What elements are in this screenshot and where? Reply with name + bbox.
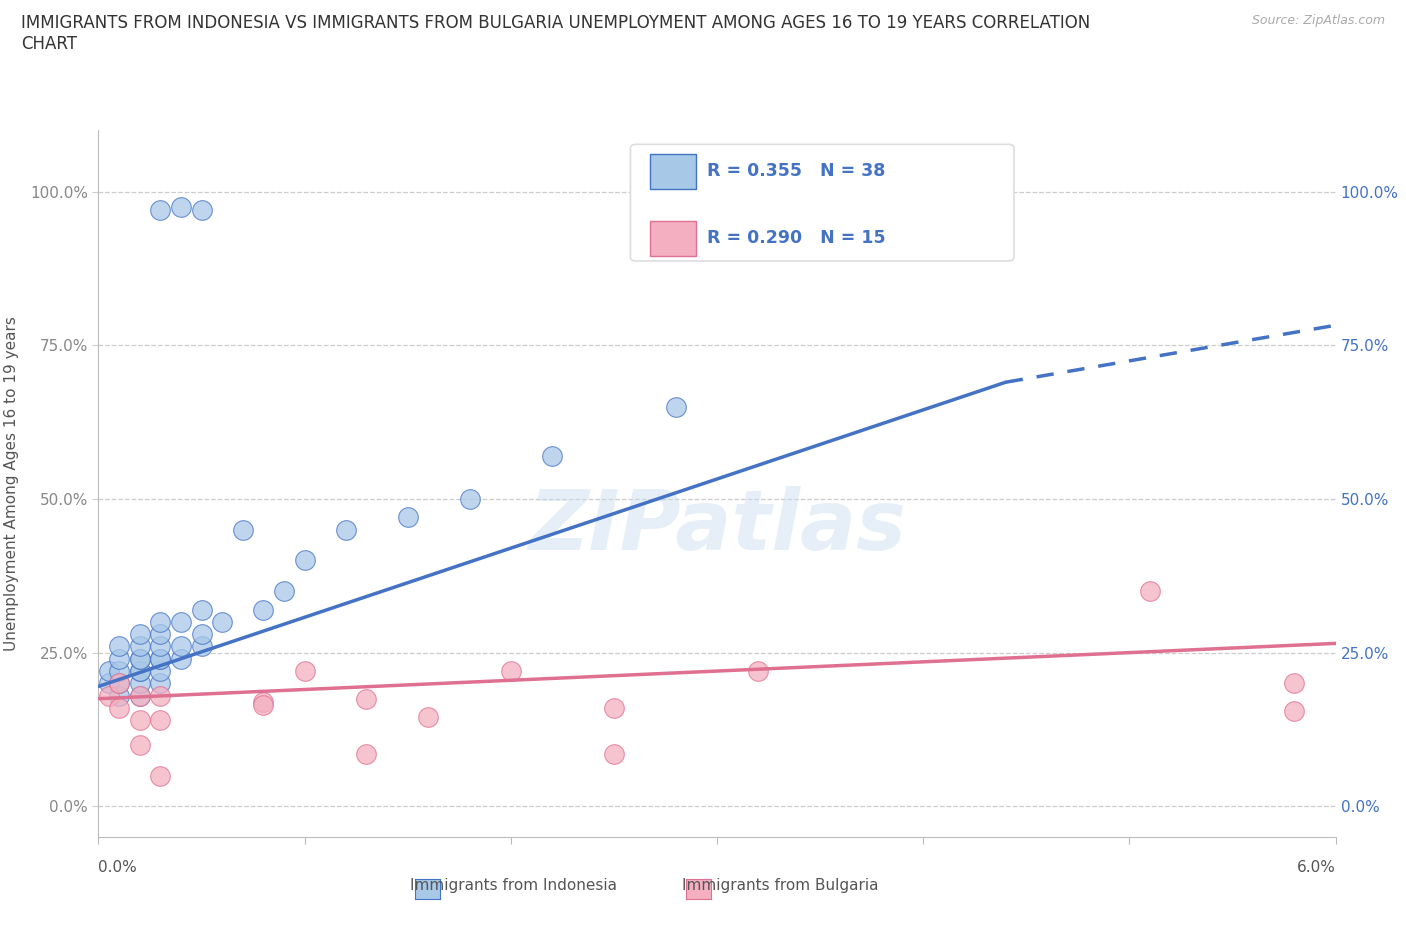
Point [252,695,274,710]
Text: ZIPatlas: ZIPatlas [529,485,905,566]
Point [232,523,254,538]
Point [149,203,172,218]
Text: CHART: CHART [21,35,77,53]
Point [128,639,150,654]
Point [541,448,564,463]
Point [170,200,193,215]
Point [149,651,172,666]
Text: 6.0%: 6.0% [1296,860,1336,875]
Y-axis label: Unemployment Among Ages 16 to 19 years: Unemployment Among Ages 16 to 19 years [4,316,18,651]
Point [128,627,150,642]
FancyBboxPatch shape [650,153,696,189]
Point [97,688,120,703]
Point [170,639,193,654]
Point [108,676,131,691]
Point [108,700,131,715]
Point [149,651,172,666]
Point [190,203,212,218]
Point [603,747,626,762]
Point [108,664,131,679]
Point [335,523,357,538]
Point [190,627,212,642]
Point [1284,676,1306,691]
Point [149,639,172,654]
Point [356,747,378,762]
Point [396,510,419,525]
Point [108,676,131,691]
Point [190,602,212,617]
Point [97,676,120,691]
Point [149,712,172,727]
Point [418,710,440,724]
Text: IMMIGRANTS FROM INDONESIA VS IMMIGRANTS FROM BULGARIA UNEMPLOYMENT AMONG AGES 16: IMMIGRANTS FROM INDONESIA VS IMMIGRANTS … [21,14,1090,32]
Point [294,553,316,568]
Text: R = 0.290   N = 15: R = 0.290 N = 15 [707,230,886,247]
Point [108,688,131,703]
Point [273,584,295,599]
Text: Source: ZipAtlas.com: Source: ZipAtlas.com [1251,14,1385,27]
FancyBboxPatch shape [630,144,1014,261]
Point [1139,584,1161,599]
Point [149,676,172,691]
FancyBboxPatch shape [650,220,696,256]
Text: Immigrants from Indonesia: Immigrants from Indonesia [409,878,617,893]
Point [149,664,172,679]
Point [294,664,316,679]
Point [170,615,193,630]
Point [128,651,150,666]
Point [458,492,481,507]
Point [252,602,274,617]
Point [170,651,193,666]
Point [149,627,172,642]
Point [128,688,150,703]
Point [128,688,150,703]
Text: 0.0%: 0.0% [98,860,138,875]
Point [128,651,150,666]
Point [149,688,172,703]
Point [603,700,626,715]
Text: Immigrants from Bulgaria: Immigrants from Bulgaria [682,878,879,893]
Point [211,615,233,630]
Point [252,698,274,712]
Point [149,615,172,630]
Point [108,639,131,654]
Point [356,691,378,706]
Point [128,712,150,727]
Point [499,664,522,679]
Point [128,664,150,679]
Point [1284,704,1306,719]
Point [128,676,150,691]
Point [747,664,769,679]
Point [128,737,150,752]
Point [128,664,150,679]
Point [190,639,212,654]
Text: R = 0.355   N = 38: R = 0.355 N = 38 [707,162,886,180]
Point [149,768,172,783]
Point [97,664,120,679]
Point [108,651,131,666]
Point [665,399,688,414]
